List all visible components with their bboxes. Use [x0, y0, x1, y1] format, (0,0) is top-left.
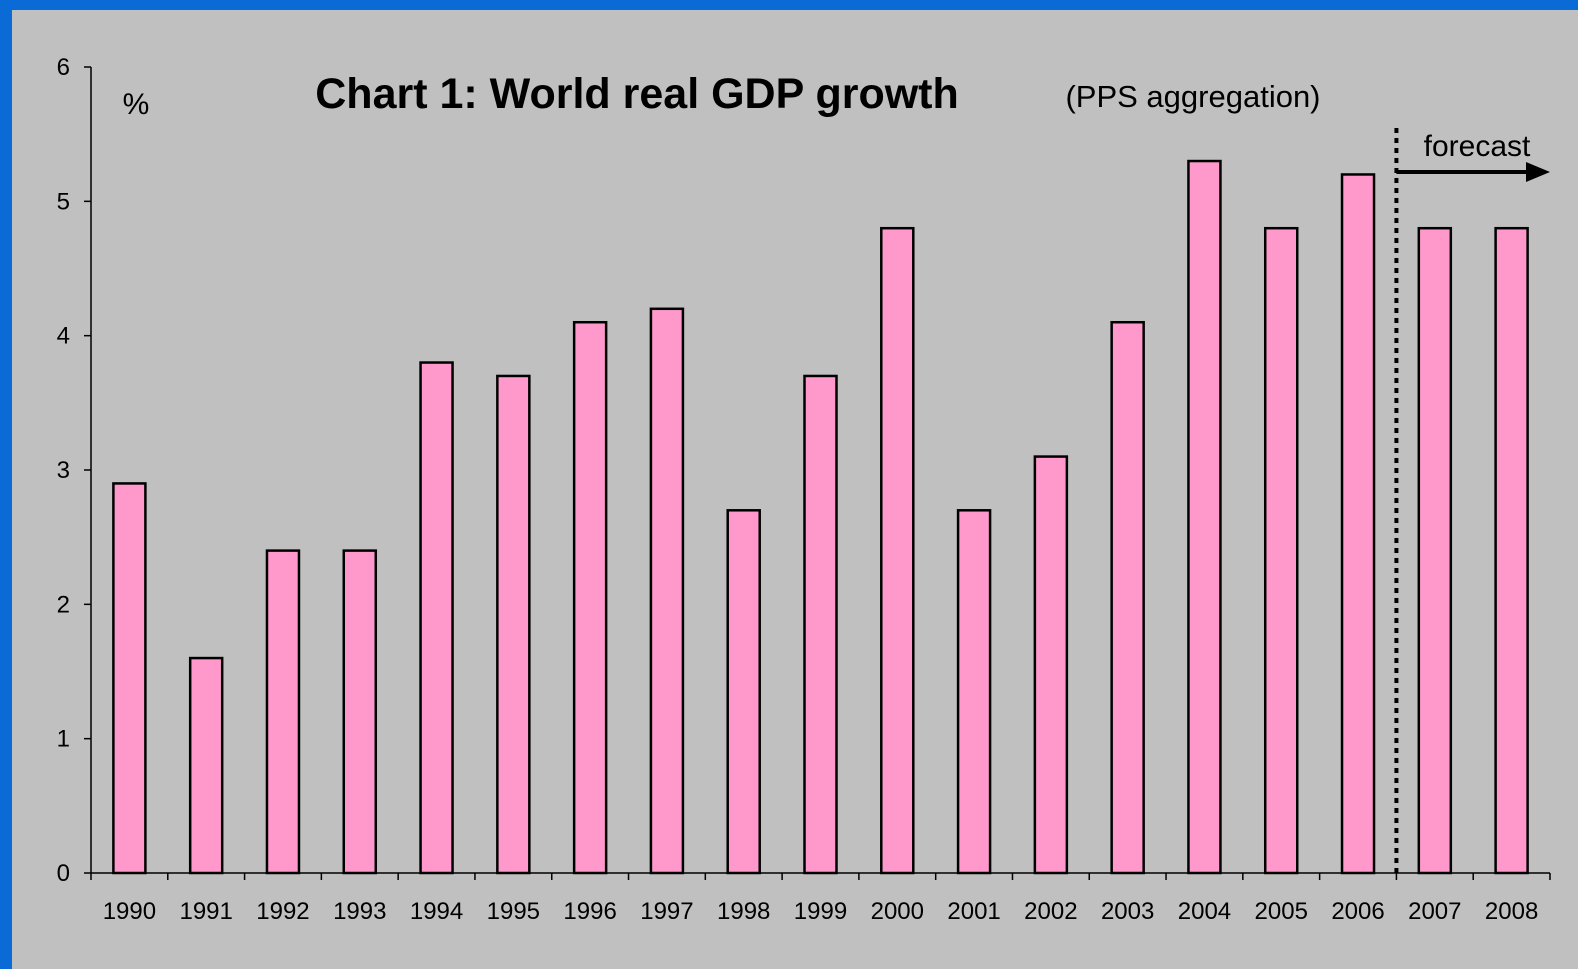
x-tick-label: 2004 — [1178, 898, 1231, 925]
bar — [419, 361, 454, 875]
bar — [1263, 226, 1299, 875]
bar — [649, 307, 685, 875]
forecast-label: forecast — [1424, 130, 1531, 163]
bar — [803, 374, 838, 875]
chart-subtitle: (PPS aggregation) — [1065, 79, 1320, 114]
x-tick-label: 1991 — [179, 898, 232, 925]
bar — [1417, 226, 1453, 875]
x-tick-label: 2002 — [1024, 898, 1077, 925]
x-tick-label: 2003 — [1101, 898, 1154, 925]
y-tick-label: 5 — [57, 188, 70, 215]
x-tick-label: 2007 — [1408, 898, 1461, 925]
bar — [956, 509, 992, 875]
y-axis: 0 1 2 3 4 5 6 — [57, 54, 92, 887]
x-tick-label: 1990 — [103, 898, 156, 925]
x-tick-label: 1994 — [410, 898, 463, 925]
x-tick-label: 2006 — [1331, 898, 1384, 925]
y-tick-label: 4 — [57, 323, 70, 350]
forecast-arrow-head — [1526, 162, 1550, 182]
x-tick-label: 1997 — [640, 898, 693, 925]
chart-title: Chart 1: World real GDP growth — [315, 70, 959, 118]
x-tick-label: 1996 — [563, 898, 616, 925]
y-tick-label: 0 — [57, 860, 70, 887]
bar — [880, 226, 915, 875]
bar — [572, 320, 608, 875]
bar — [1033, 455, 1069, 875]
bar — [1494, 226, 1529, 875]
bar-series — [112, 159, 1529, 875]
x-tick-label: 2000 — [871, 898, 924, 925]
x-tick-label: 2001 — [947, 898, 1000, 925]
x-tick-label: 1998 — [717, 898, 770, 925]
bar — [188, 656, 224, 875]
x-axis: 1990 1991 1992 1993 1994 1995 1996 1997 1998 1999… — [90, 872, 1551, 925]
bar — [342, 549, 378, 875]
y-tick-label: 1 — [57, 726, 70, 753]
forecast-annotation: forecast — [1394, 128, 1550, 873]
x-tick-label: 1993 — [333, 898, 386, 925]
bar — [112, 482, 147, 875]
bar — [265, 549, 301, 875]
x-tick-label: 2005 — [1255, 898, 1308, 925]
bar — [726, 509, 761, 875]
y-unit-label: % — [123, 88, 150, 121]
x-tick-label: 1999 — [794, 898, 847, 925]
bar — [1340, 173, 1376, 875]
y-tick-label: 2 — [57, 591, 70, 618]
bar — [1110, 320, 1145, 875]
bar — [496, 374, 531, 875]
x-tick-label: 1995 — [487, 898, 540, 925]
x-tick-label: 1992 — [256, 898, 309, 925]
y-tick-label: 6 — [57, 54, 70, 81]
x-tick-label: 2008 — [1485, 898, 1538, 925]
y-tick-label: 3 — [57, 457, 70, 484]
bar — [1187, 159, 1222, 875]
